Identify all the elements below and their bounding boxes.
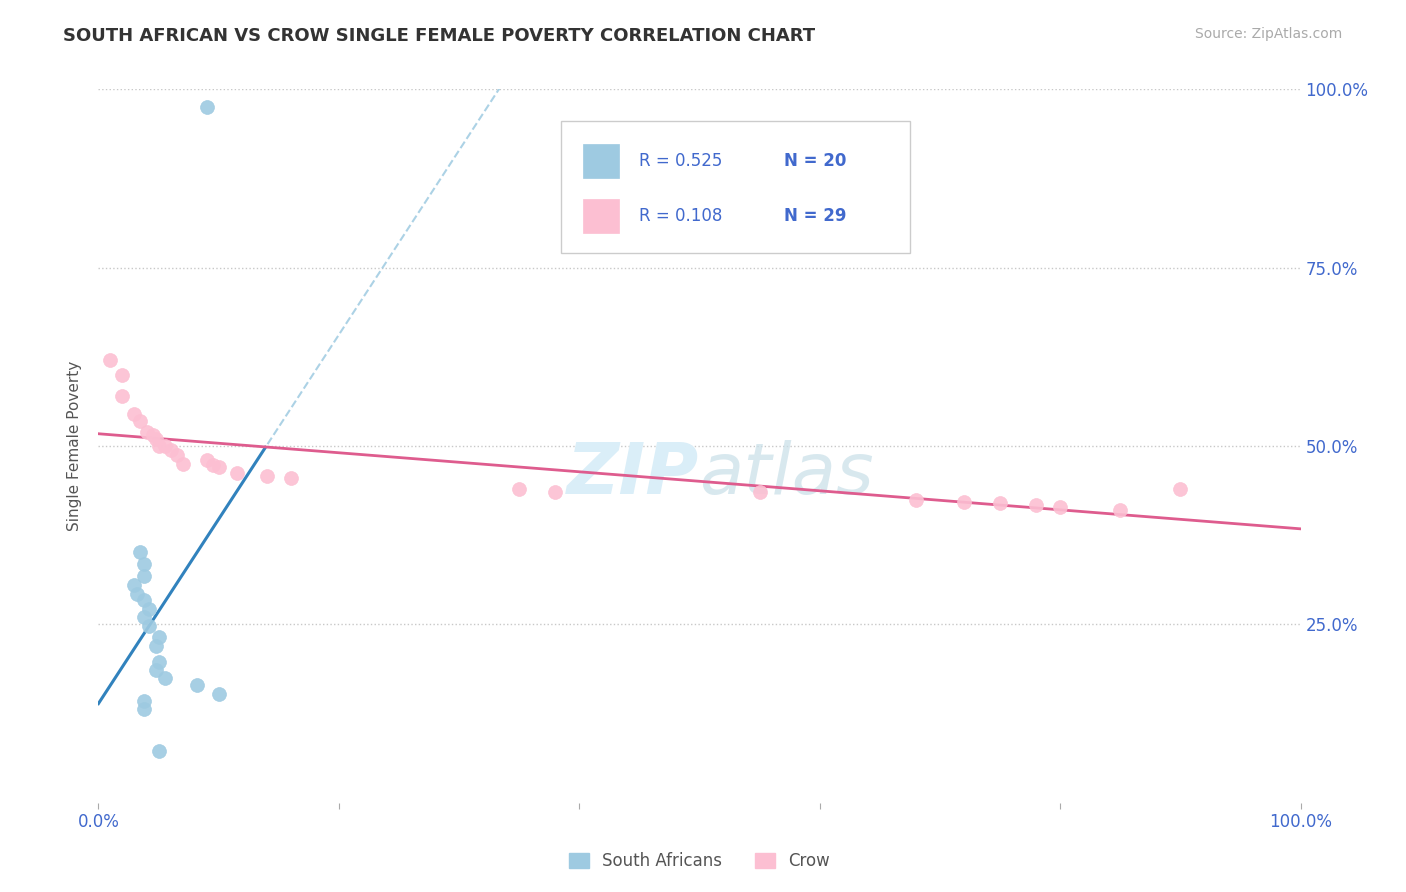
Point bbox=[148, 655, 170, 669]
Point bbox=[159, 442, 181, 457]
Point bbox=[225, 466, 247, 480]
Text: Source: ZipAtlas.com: Source: ZipAtlas.com bbox=[1195, 27, 1343, 41]
Point bbox=[129, 544, 152, 558]
Point bbox=[132, 694, 155, 708]
Point bbox=[544, 485, 567, 500]
Bar bbox=[583, 199, 619, 234]
Point bbox=[166, 448, 188, 462]
Point bbox=[280, 471, 302, 485]
Point bbox=[100, 353, 122, 368]
Y-axis label: Single Female Poverty: Single Female Poverty bbox=[67, 361, 83, 531]
Point bbox=[148, 744, 170, 758]
Text: N = 20: N = 20 bbox=[783, 152, 846, 169]
Point bbox=[256, 469, 278, 483]
Point bbox=[186, 678, 208, 692]
Point bbox=[195, 453, 218, 467]
Text: R = 0.525: R = 0.525 bbox=[640, 152, 723, 169]
Point bbox=[1170, 482, 1192, 496]
Point bbox=[1025, 498, 1047, 512]
Bar bbox=[583, 145, 619, 178]
Point bbox=[111, 389, 134, 403]
Point bbox=[508, 482, 530, 496]
Point bbox=[138, 601, 160, 615]
Point bbox=[124, 407, 146, 421]
Bar bbox=[561, 121, 910, 253]
Point bbox=[132, 610, 155, 624]
Text: atlas: atlas bbox=[700, 440, 875, 509]
Point bbox=[748, 485, 770, 500]
Point bbox=[148, 439, 170, 453]
Text: ZIP: ZIP bbox=[567, 440, 700, 509]
Point bbox=[124, 578, 146, 592]
Point bbox=[904, 492, 927, 507]
Point bbox=[145, 663, 167, 677]
Point bbox=[132, 593, 155, 607]
Point bbox=[988, 496, 1011, 510]
Point bbox=[132, 557, 155, 571]
Point bbox=[1049, 500, 1071, 514]
Point bbox=[145, 639, 167, 653]
Point bbox=[953, 494, 976, 508]
Point bbox=[172, 457, 194, 471]
Point bbox=[153, 439, 176, 453]
Point bbox=[132, 569, 155, 583]
Point bbox=[148, 630, 170, 644]
Point bbox=[125, 587, 148, 601]
Point bbox=[135, 425, 157, 439]
Point bbox=[145, 432, 167, 446]
Point bbox=[208, 460, 231, 475]
Point bbox=[111, 368, 134, 382]
Point bbox=[195, 100, 218, 114]
Point bbox=[153, 671, 176, 685]
Text: R = 0.108: R = 0.108 bbox=[640, 207, 723, 225]
Text: N = 29: N = 29 bbox=[783, 207, 846, 225]
Point bbox=[132, 701, 155, 715]
Point bbox=[208, 687, 231, 701]
Point bbox=[129, 414, 152, 428]
Point bbox=[141, 428, 163, 442]
Legend: South Africans, Crow: South Africans, Crow bbox=[562, 846, 837, 877]
Point bbox=[1109, 503, 1132, 517]
Point bbox=[201, 458, 224, 473]
Point bbox=[138, 619, 160, 633]
Text: SOUTH AFRICAN VS CROW SINGLE FEMALE POVERTY CORRELATION CHART: SOUTH AFRICAN VS CROW SINGLE FEMALE POVE… bbox=[63, 27, 815, 45]
